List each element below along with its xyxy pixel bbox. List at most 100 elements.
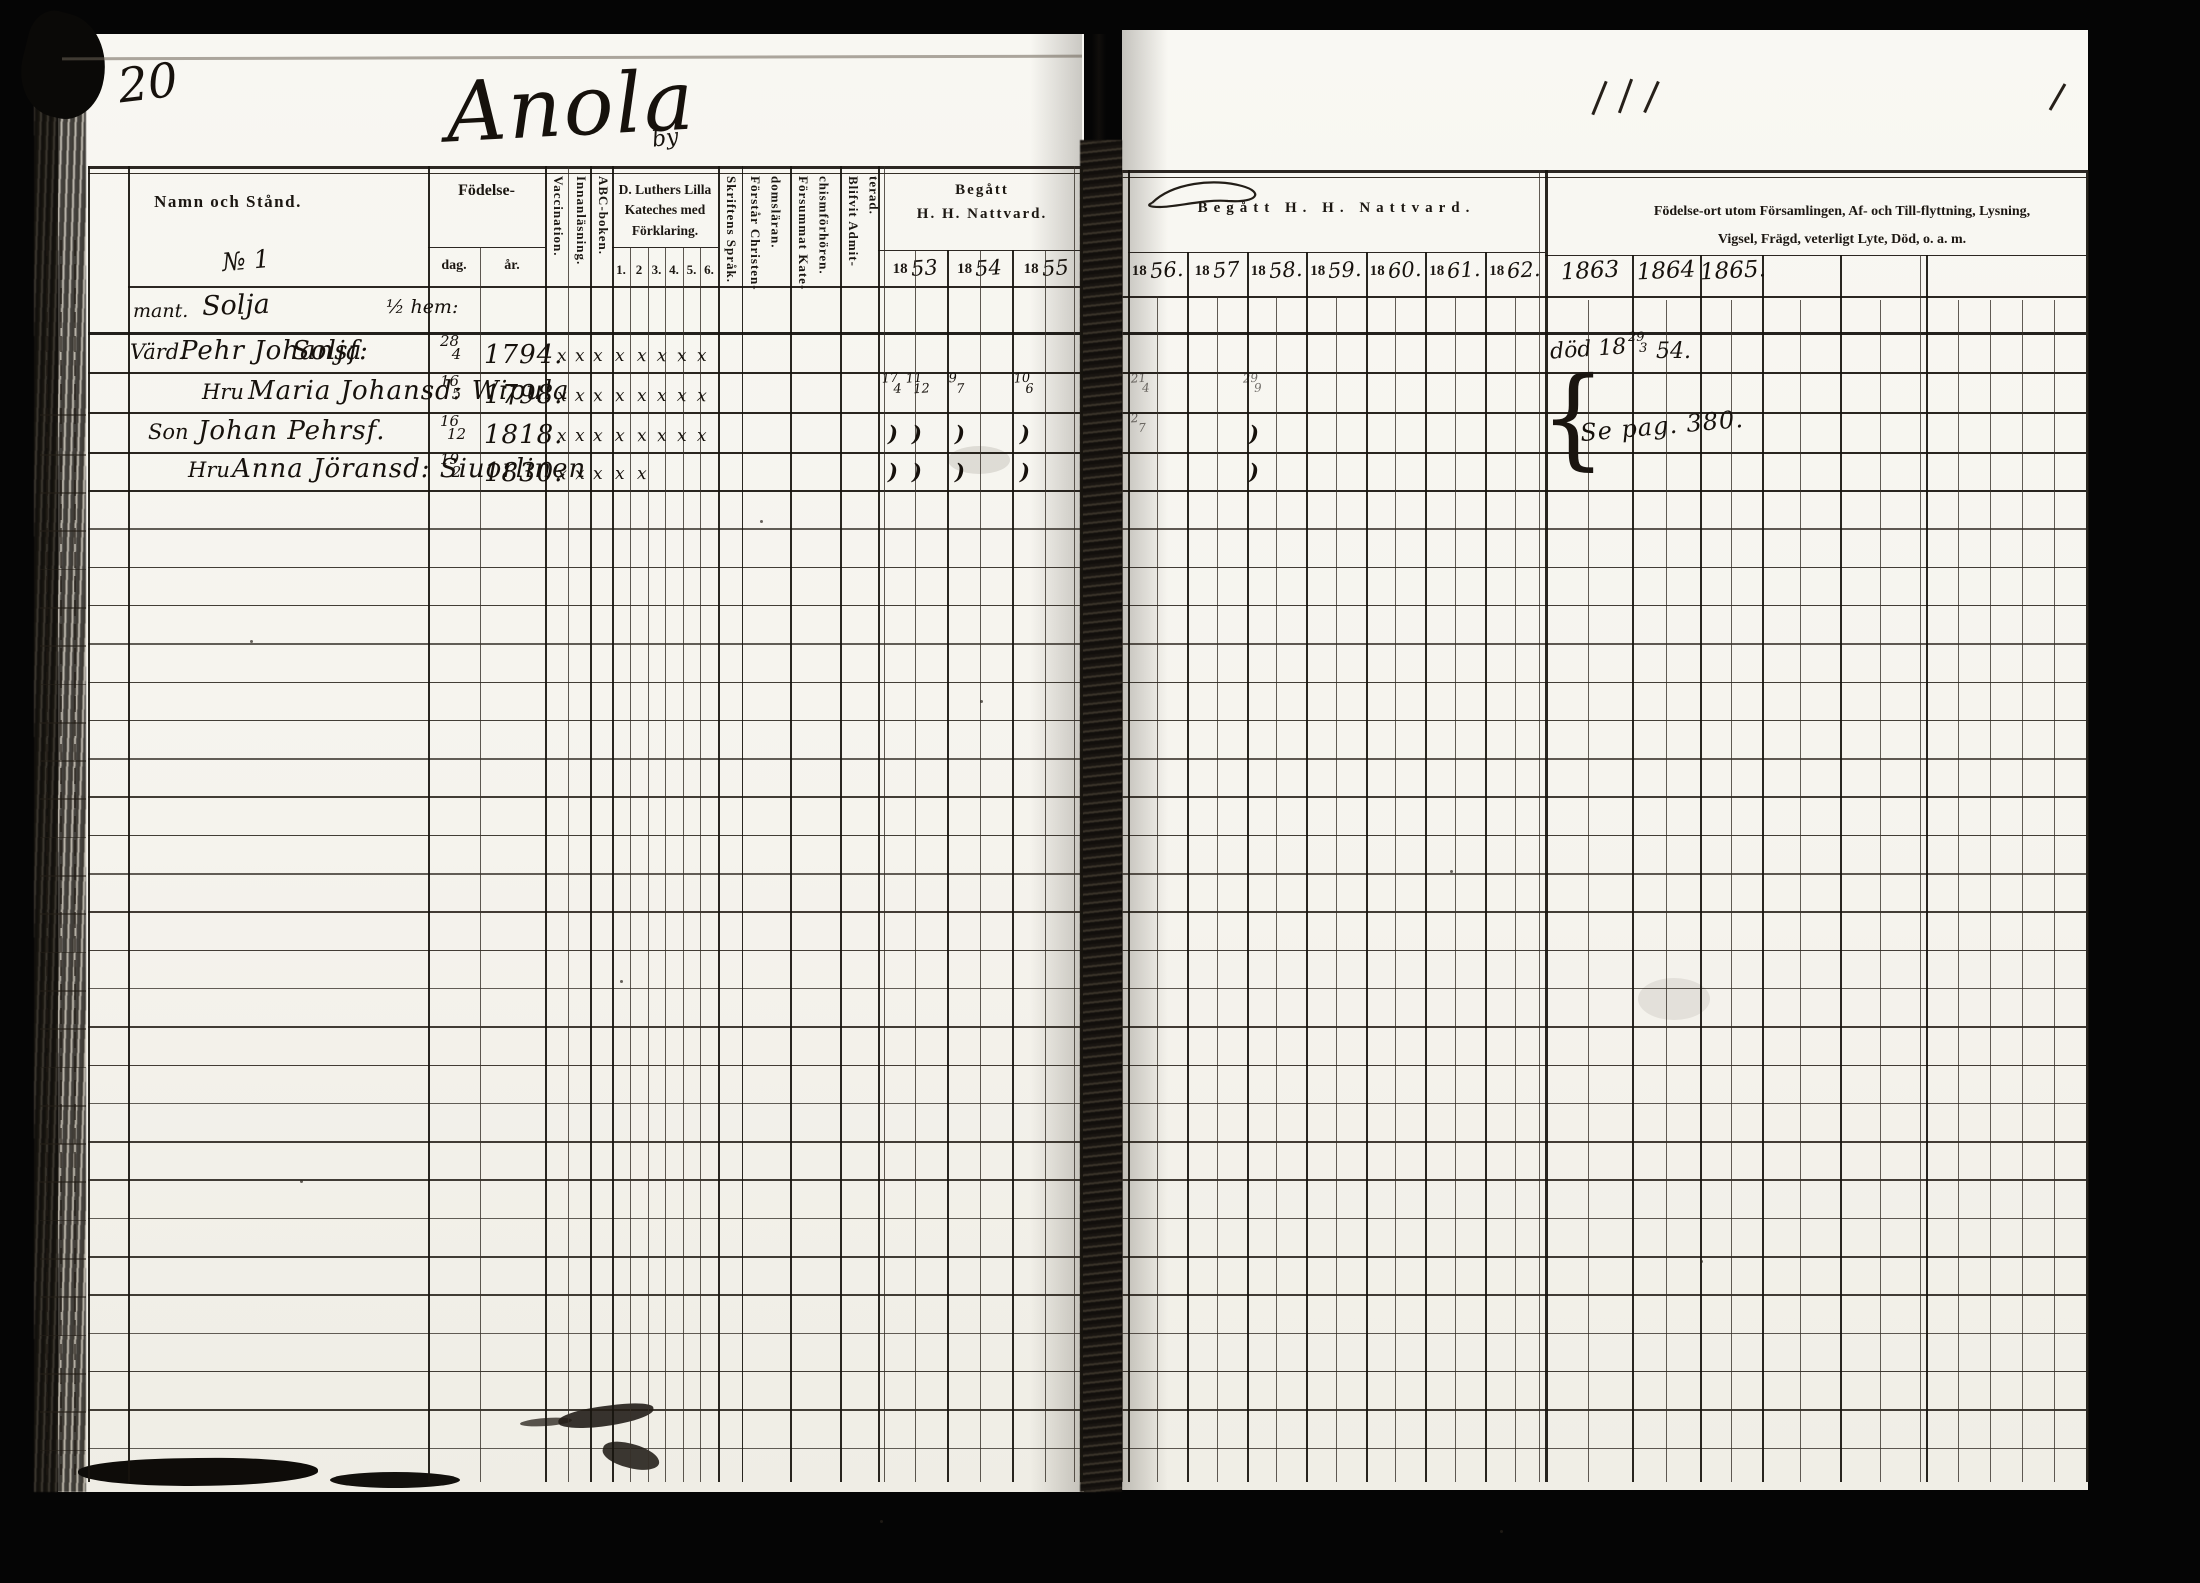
grid-line-h	[88, 758, 1080, 760]
grid-line-v	[88, 166, 90, 1482]
check-mark: x	[556, 425, 567, 447]
grid-line-h	[1122, 1141, 2086, 1143]
year-printed: 18	[1250, 263, 1266, 279]
communion-entry: 11 12	[905, 371, 931, 398]
check-mark: x	[696, 425, 707, 447]
frac-bottom: 12	[447, 424, 467, 443]
grid-line-h	[88, 911, 1080, 913]
grid-line-v	[683, 247, 685, 1482]
grid-line-v	[1336, 296, 1337, 1482]
grid-line-h	[40, 1104, 86, 1107]
ink-speck	[300, 1180, 303, 1183]
written-year-1865: 1865.	[1699, 256, 1767, 286]
check-mark: x	[614, 385, 626, 407]
year-written: 59.	[1327, 256, 1363, 284]
catechism-line3: Förklaring.	[631, 222, 699, 238]
grid-line-v	[1800, 300, 1801, 1482]
check-mark: x	[614, 345, 625, 367]
grid-line-h	[88, 490, 1080, 492]
grid-line-v	[1080, 166, 1083, 1482]
grid-line-h	[1122, 296, 2086, 298]
grid-line-h	[1122, 1026, 2086, 1028]
grid-line-v	[1045, 250, 1047, 1482]
binding-line	[60, 240, 62, 1475]
grid-line-h	[88, 719, 1080, 722]
year-written: 57	[1211, 257, 1241, 283]
grid-line-h	[88, 412, 1080, 414]
communion-header-line2: H. H. Nattvard.	[916, 206, 1048, 222]
grid-line-v	[878, 166, 881, 1482]
communion-entry: 21 4	[1130, 371, 1153, 396]
frac-bottom: 7	[955, 381, 965, 398]
grid-line-h	[1122, 490, 2086, 492]
grid-line-v	[2086, 170, 2089, 1482]
frac-bottom: 12	[912, 381, 931, 398]
check-mark: x	[592, 463, 603, 485]
grid-line-v	[1840, 255, 1842, 1482]
grid-line-h	[1122, 604, 2086, 607]
grid-line-v	[1666, 300, 1667, 1482]
communion-year-1857: 18 57	[1187, 256, 1247, 283]
communion-entry: 17 4	[881, 371, 906, 397]
row-name: Pehr Johansf:	[180, 336, 369, 366]
row-title: Hru	[202, 380, 244, 404]
column-header-understands: Förstår Christen- domsläran.	[744, 176, 790, 300]
grid-line-h	[1122, 834, 2086, 837]
ditto-mark: )	[1020, 421, 1030, 446]
frac-bottom: 4	[1141, 380, 1151, 396]
grid-line-h	[40, 568, 86, 571]
grid-line-v	[1217, 296, 1218, 1482]
binding-line	[46, 240, 48, 1475]
grid-line-h	[878, 250, 1080, 252]
grid-line-h	[88, 1102, 1080, 1105]
year-written: 62.	[1506, 256, 1542, 284]
grid-line-v	[1762, 255, 1764, 1482]
grid-line-h	[40, 1411, 86, 1413]
grid-line-v	[630, 247, 632, 1482]
check-mark: x	[656, 345, 668, 367]
group-brace: {	[1540, 352, 1607, 482]
grid-line-h	[1122, 681, 2086, 684]
year-printed: 18	[1489, 263, 1505, 279]
communion-year-1853: 18 53	[884, 254, 946, 281]
grid-line-h	[40, 913, 86, 916]
grid-line-v	[1990, 300, 1992, 1482]
catechism-line1: D. Luthers Lilla	[618, 182, 712, 197]
grid-line-h	[88, 1256, 1080, 1258]
year-written: 54	[974, 255, 1003, 281]
grid-line-h	[1122, 643, 2086, 645]
left-page	[58, 34, 1084, 1492]
grid-line-v	[947, 250, 949, 1482]
grid-line-h	[88, 1332, 1080, 1335]
grid-line-h	[40, 1028, 86, 1030]
grid-line-h	[40, 721, 86, 724]
year-printed: 18	[1131, 263, 1147, 279]
row-name-farm: Solja	[292, 336, 363, 366]
row-name: Johan Pehrsf.	[198, 416, 386, 446]
death-note-year: 54.	[1656, 339, 1691, 364]
column-header-reading: Innanläsning.	[573, 176, 589, 266]
year-printed: 18	[1310, 263, 1326, 279]
grid-line-v	[1122, 170, 1123, 1482]
row-name: Maria Johansd: Wipula	[248, 376, 570, 406]
written-year-1864: 1864	[1636, 256, 1696, 286]
page-title-suffix: by	[650, 124, 681, 153]
row-title: Son	[148, 420, 189, 444]
grid-line-v	[1395, 296, 1396, 1482]
grid-line-h	[1122, 528, 2086, 530]
column-header-missed: Försummat Kate- chismförhören.	[792, 176, 840, 300]
frac-bottom: 4	[451, 344, 462, 363]
grid-line-v	[2054, 300, 2055, 1482]
grid-line-v	[1157, 296, 1158, 1482]
ditto-mark: )	[955, 459, 965, 484]
ink-speck	[620, 980, 623, 983]
communion-year-1859: 18 59.	[1306, 256, 1366, 284]
grid-line-h	[1122, 911, 2086, 913]
communion-year-1862: 18 62.	[1485, 256, 1545, 284]
grid-line-h	[88, 643, 1080, 645]
grid-line-h	[1122, 1447, 2086, 1450]
frac-bottom: 3	[1639, 341, 1648, 357]
frac-bottom: 2	[451, 462, 462, 481]
year-written: 56.	[1149, 256, 1184, 284]
